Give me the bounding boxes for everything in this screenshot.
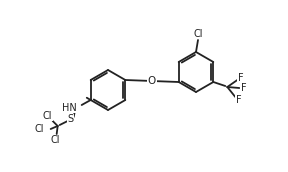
Text: O: O [148, 76, 156, 86]
Text: Cl: Cl [193, 29, 203, 39]
Text: Cl: Cl [43, 111, 52, 121]
Text: S: S [68, 114, 74, 124]
Text: HN: HN [62, 103, 77, 113]
Text: Cl: Cl [51, 135, 60, 145]
Text: F: F [238, 73, 243, 83]
Text: Cl: Cl [34, 124, 44, 134]
Text: F: F [240, 83, 246, 93]
Text: F: F [236, 95, 241, 105]
